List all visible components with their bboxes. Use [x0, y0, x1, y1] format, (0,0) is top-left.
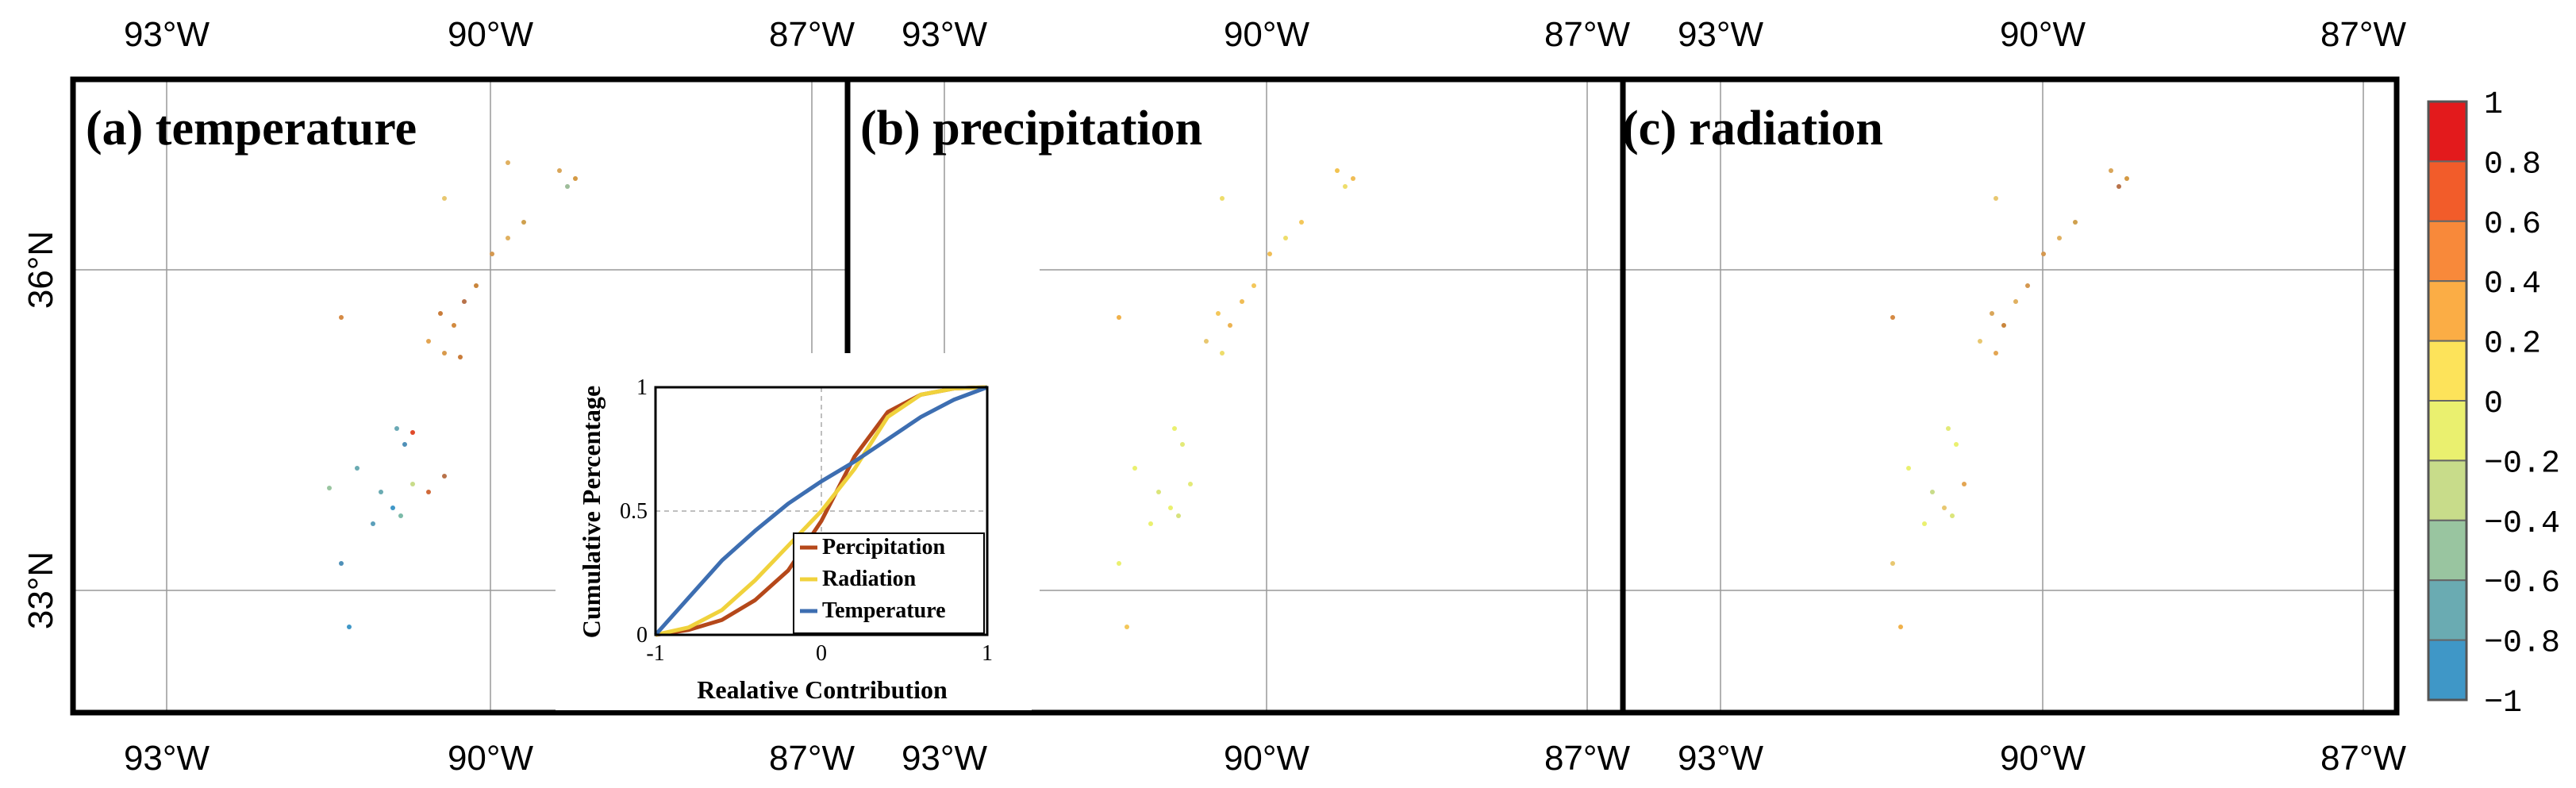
colorbar-swatch	[2428, 340, 2467, 402]
colorbar-label: 0.8	[2484, 147, 2541, 183]
colorbar-swatch	[2428, 459, 2467, 521]
lon-tick-bottom-a-87: 87°W	[769, 739, 855, 778]
colorbar-label: 0.2	[2484, 327, 2541, 363]
colorbar-label: 1	[2484, 87, 2503, 123]
inset-y-tick-label: 0.5	[620, 499, 648, 524]
inset-legend-label: Radiation	[822, 567, 917, 591]
lon-tick-top-a-93: 93°W	[124, 15, 210, 54]
map-outer-border	[70, 76, 2400, 716]
colorbar-swatch	[2428, 639, 2467, 701]
colorbar-swatch	[2428, 400, 2467, 462]
inset-series-line-radiation	[655, 385, 988, 637]
lon-tick-bottom-c-90: 90°W	[2000, 739, 2086, 778]
lon-tick-bottom-c-93: 93°W	[1678, 739, 1764, 778]
inset-y-tick-label: 1	[636, 375, 648, 400]
inset-x-tick-label: 1	[982, 641, 993, 666]
inset-chart: -1 0 100.51 Realative Contribution Cumulat…	[556, 353, 1032, 710]
colorbar-swatch	[2428, 579, 2467, 641]
lon-tick-top-a-90: 90°W	[448, 15, 534, 54]
map-pixels-temperature	[327, 160, 578, 629]
colorbar-label: 0.6	[2484, 207, 2541, 243]
inset-tick-labels: -1 0 100.51	[620, 375, 993, 666]
inset-legend-label: Temperature	[822, 598, 946, 623]
panel-title-b: (b) precipitation	[860, 102, 1202, 156]
inset-legend-box	[793, 532, 985, 634]
lon-tick-top-b-90: 90°W	[1224, 15, 1310, 54]
lon-tick-top-b-87: 87°W	[1544, 15, 1631, 54]
lon-tick-bottom-b-93: 93°W	[902, 739, 988, 778]
colorbar: 1 0.8 0.6 0.4 0.2 0 −0.2 −0.4 −0.6 −0.8 −1	[2427, 87, 2560, 721]
lon-tick-top-c-93: 93°W	[1678, 15, 1764, 54]
colorbar-label: 0.4	[2484, 267, 2541, 302]
map-pixels-radiation	[1890, 168, 2129, 629]
inset-legend: Percipitation Radiation Temperature	[793, 532, 985, 634]
colorbar-swatch	[2428, 101, 2467, 163]
inset-legend-label: Percipitation	[822, 535, 945, 559]
colorbar-swatch	[2428, 519, 2467, 582]
map-panel-b	[944, 79, 1623, 713]
colorbar-frame	[2427, 100, 2468, 702]
inset-background	[556, 353, 1032, 710]
lat-tick-33: 33°N	[21, 552, 60, 629]
lon-tick-bottom-a-93: 93°W	[124, 739, 210, 778]
lon-tick-top-c-87: 87°W	[2320, 15, 2407, 54]
lon-tick-top-c-90: 90°W	[2000, 15, 2086, 54]
lon-tick-bottom-c-87: 87°W	[2320, 739, 2407, 778]
colorbar-label: 0	[2484, 386, 2503, 422]
map-panel-c	[1623, 79, 2397, 713]
colorbar-label: −1	[2484, 686, 2522, 721]
panel-title-a: (a) temperature	[86, 102, 417, 156]
colorbar-label: −0.2	[2484, 446, 2560, 482]
colorbar-swatch	[2428, 280, 2467, 342]
inset-series-line-temperature	[654, 385, 988, 636]
colorbar-label: −0.6	[2484, 566, 2560, 602]
colorbar-label: −0.8	[2484, 626, 2560, 662]
lon-tick-bottom-a-90: 90°W	[448, 739, 534, 778]
panel-title-c: (c) radiation	[1622, 102, 1883, 156]
map-pixels-precipitation	[1117, 168, 1355, 629]
lon-tick-bottom-b-87: 87°W	[1544, 739, 1631, 778]
inset-x-axis-label: Realative Contribution	[697, 675, 948, 704]
inset-axes-box	[654, 386, 989, 636]
lat-tick-36: 36°N	[21, 231, 60, 309]
inset-x-tick-label: 0	[816, 641, 827, 666]
colorbar-swatch	[2428, 160, 2467, 222]
lon-tick-top-a-87: 87°W	[769, 15, 855, 54]
colorbar-label: −0.4	[2484, 506, 2560, 542]
lon-tick-bottom-b-90: 90°W	[1224, 739, 1310, 778]
lon-tick-top-b-93: 93°W	[902, 15, 988, 54]
colorbar-swatch	[2428, 220, 2467, 283]
inset-series-group	[654, 385, 988, 637]
inset-x-tick-label: -1	[646, 641, 664, 666]
inset-y-axis-label: Cumulative Percentage	[577, 386, 606, 638]
inset-y-tick-label: 0	[636, 623, 648, 648]
